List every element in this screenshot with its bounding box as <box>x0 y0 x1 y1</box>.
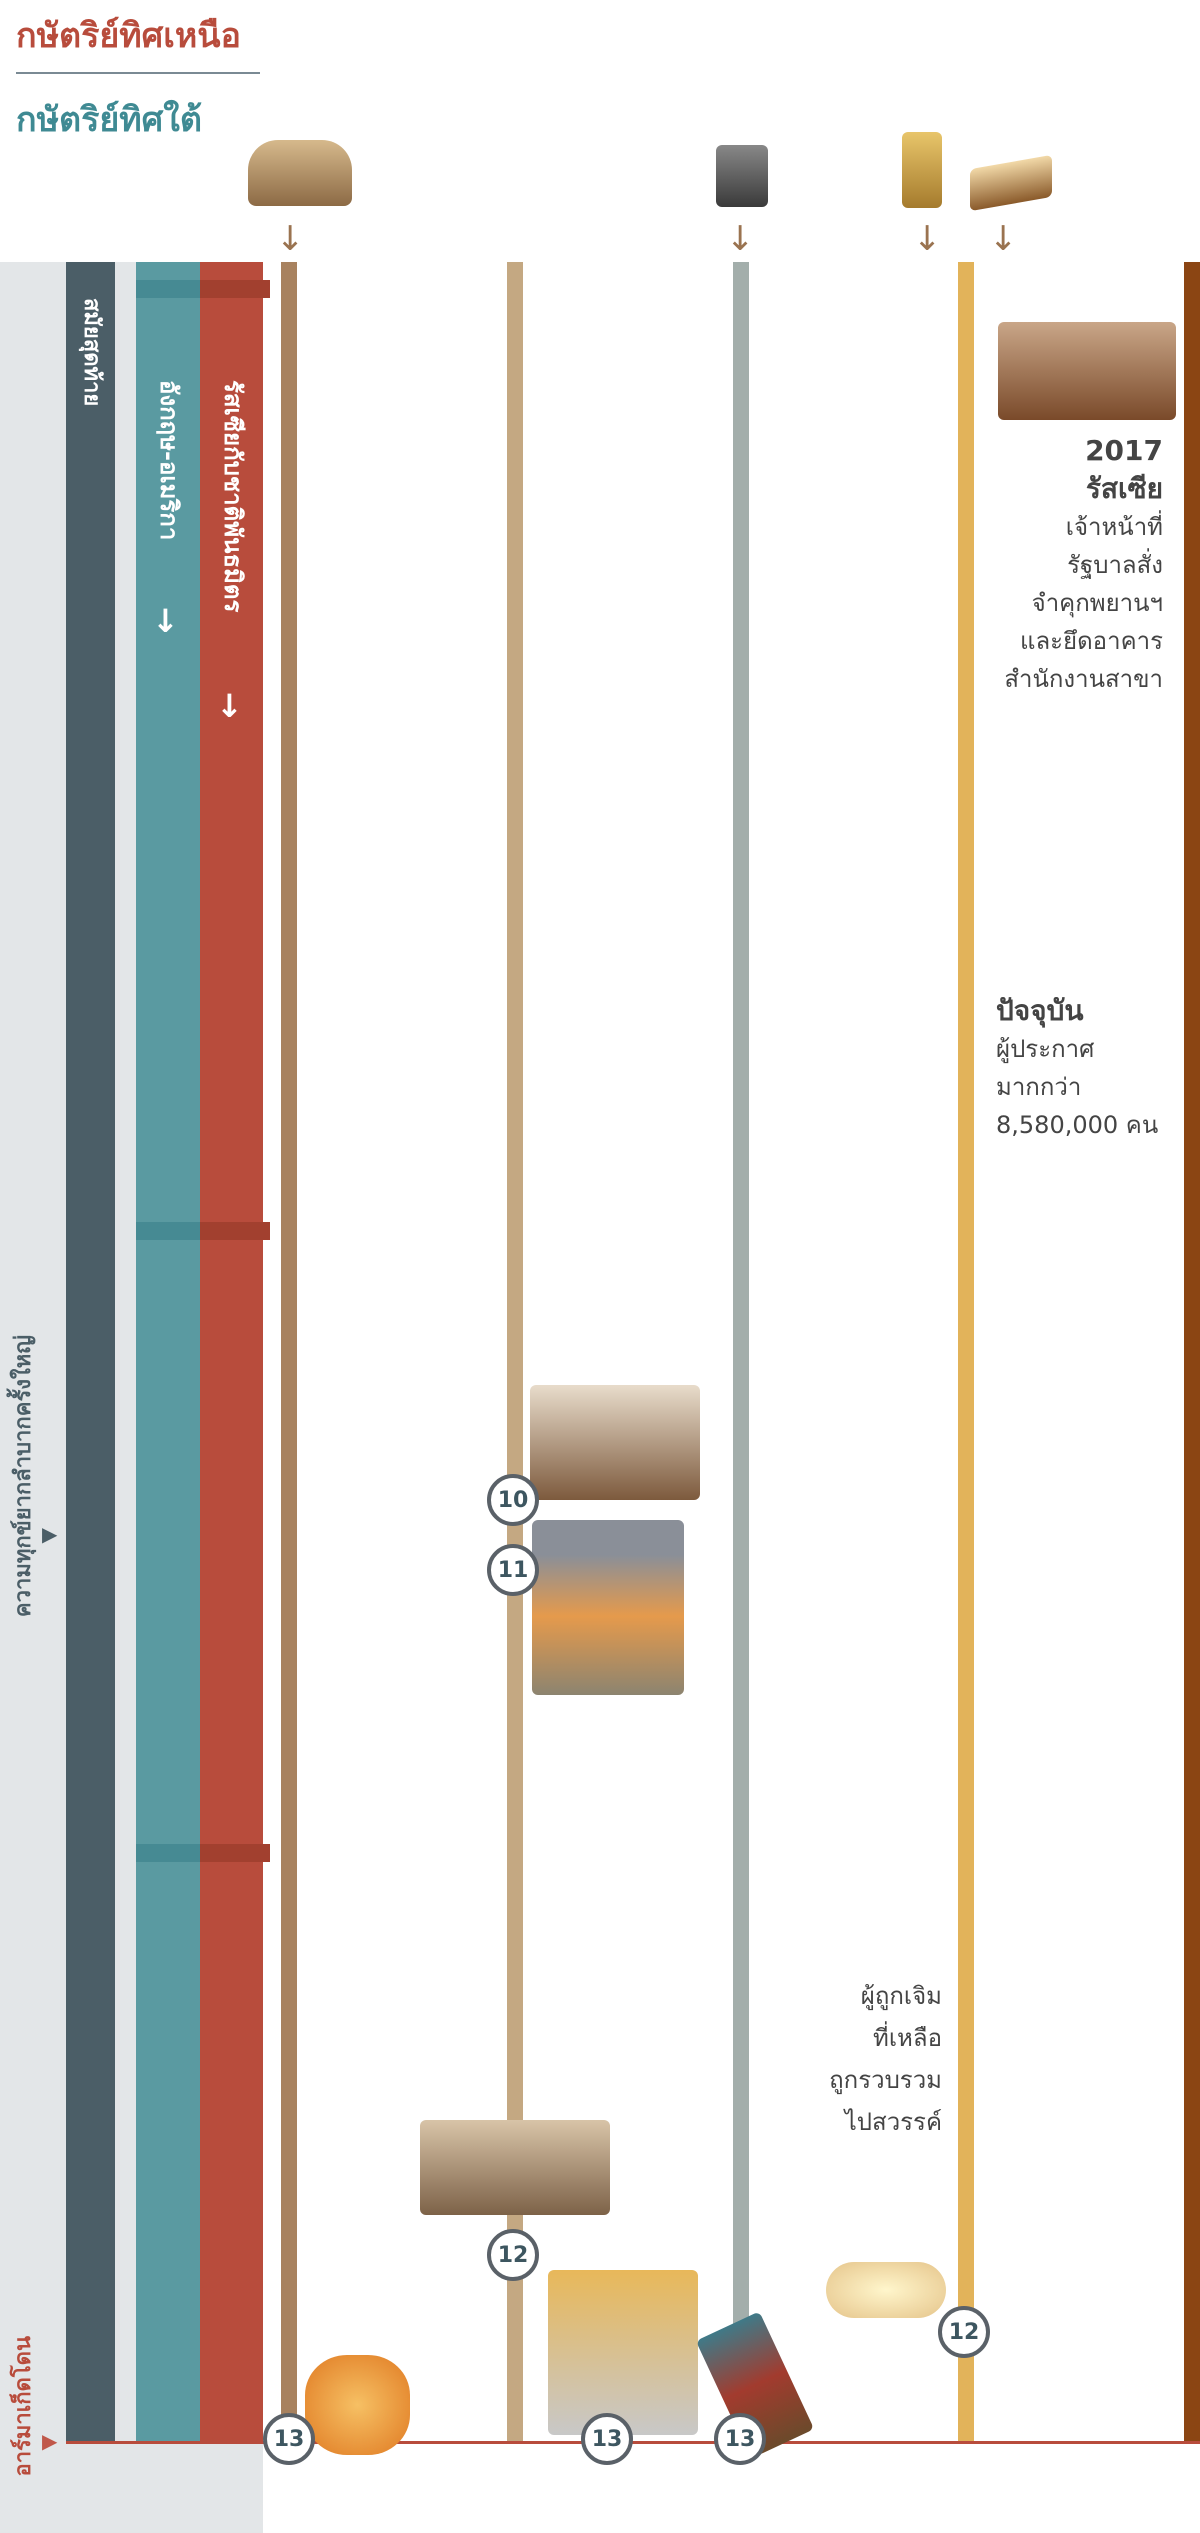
timeline-gray <box>733 262 749 2442</box>
event-line: ไปสวรรค์ <box>844 2108 942 2136</box>
last-days-bar: สมัยสุดท้าย <box>66 262 115 2442</box>
king-of-north-title: กษัตริย์ทิศเหนือ <box>16 16 241 56</box>
down-arrow-icon: ↓ <box>726 219 755 259</box>
timeline-gold <box>958 262 974 2442</box>
event-year: 2017 <box>1085 434 1163 467</box>
event-line: รัฐบาลสั่ง <box>1067 551 1163 579</box>
timeline-tan <box>507 262 523 2442</box>
armageddon-line <box>66 2441 1200 2444</box>
event-line: 8,580,000 คน <box>996 1111 1159 1139</box>
event-line: ผู้ประกาศ <box>996 1035 1095 1063</box>
event-line: มากกว่า <box>996 1073 1082 1101</box>
down-arrow-icon: ↓ <box>913 219 942 259</box>
chevron <box>136 1222 200 1240</box>
anglo-american-text: อังกฤษ-อเมริกา <box>155 380 183 541</box>
rider-image <box>548 2270 698 2435</box>
iron-clay-feet-icon <box>716 145 768 207</box>
down-arrow-icon: ↓ <box>216 687 243 725</box>
timeline-brown <box>1184 262 1200 2442</box>
chevron <box>136 280 200 298</box>
down-arrow-icon: ↓ <box>989 219 1018 259</box>
marker-10: 10 <box>487 1474 539 1526</box>
russia-allies-label: รัสเซียกับชาติพันธมิตร <box>214 380 253 612</box>
last-days-label: สมัยสุดท้าย <box>79 298 104 407</box>
event-title: รัสเซีย <box>1085 472 1163 505</box>
marker-12: 12 <box>938 2306 990 2358</box>
chevron <box>200 1222 270 1240</box>
open-bible-icon <box>970 154 1052 212</box>
marker-13: 13 <box>263 2413 315 2465</box>
triangle-marker-icon: ▶ <box>42 1522 58 1546</box>
title-divider <box>16 72 260 74</box>
burning-church-image <box>532 1520 684 1695</box>
triangle-marker-icon: ▶ <box>42 2429 58 2453</box>
anointed-event: ผู้ถูกเจิม ที่เหลือ ถูกรวบรวม ไปสวรรค์ <box>829 1975 942 2143</box>
event-line: ถูกรวบรวม <box>829 2066 942 2094</box>
event-line: เจ้าหน้าที่ <box>1065 513 1163 541</box>
chevron <box>136 1844 200 1862</box>
down-arrow-icon: ↓ <box>152 602 179 640</box>
event-line: สำนักงานสาขา <box>1004 665 1163 693</box>
marker-13: 13 <box>581 2413 633 2465</box>
attack-image <box>420 2120 610 2215</box>
event-line: ที่เหลือ <box>873 2024 942 2052</box>
russia-2017-event: 2017 รัสเซีย เจ้าหน้าที่ รัฐบาลสั่ง จำคุ… <box>1004 432 1163 698</box>
anglo-american-label: อังกฤษ-อเมริกา <box>150 380 189 540</box>
armageddon-label: อาร์มาเก็ดโดน <box>11 2336 36 2477</box>
king-of-south-title: กษัตริย์ทิศใต้ <box>16 100 202 140</box>
marker-11: 11 <box>487 1544 539 1596</box>
great-tribulation-label: ความทุกข์ยากลำบากครั้งใหญ่ <box>11 1335 36 1618</box>
arrested-witnesses-image <box>998 322 1176 420</box>
marker-13: 13 <box>714 2413 766 2465</box>
down-arrow-icon: ↓ <box>276 219 305 259</box>
timeline-leopard <box>281 262 297 2442</box>
event-line: ผู้ถูกเจิม <box>860 1982 942 2010</box>
event-line: และยึดอาคาร <box>1019 627 1163 655</box>
peace-treaty-image <box>530 1385 700 1500</box>
chevron <box>200 280 270 298</box>
event-title: ปัจจุบัน <box>996 994 1084 1027</box>
leopard-beast-icon <box>248 140 352 206</box>
beast-fire-image <box>305 2355 410 2455</box>
chevron <box>200 1844 270 1862</box>
marker-12: 12 <box>487 2229 539 2281</box>
present-event: ปัจจุบัน ผู้ประกาศ มากกว่า 8,580,000 คน <box>996 992 1158 1144</box>
clouds-image <box>826 2262 946 2318</box>
anglo-american-bar: อังกฤษ-อเมริกา ↓ <box>136 262 200 2442</box>
russia-allies-text: รัสเซียกับชาติพันธมิตร <box>219 380 247 613</box>
wheat-sheaf-icon <box>902 132 942 208</box>
russia-allies-bar: รัสเซียกับชาติพันธมิตร ↓ <box>200 262 270 2442</box>
event-line: จำคุกพยานฯ <box>1031 589 1163 617</box>
